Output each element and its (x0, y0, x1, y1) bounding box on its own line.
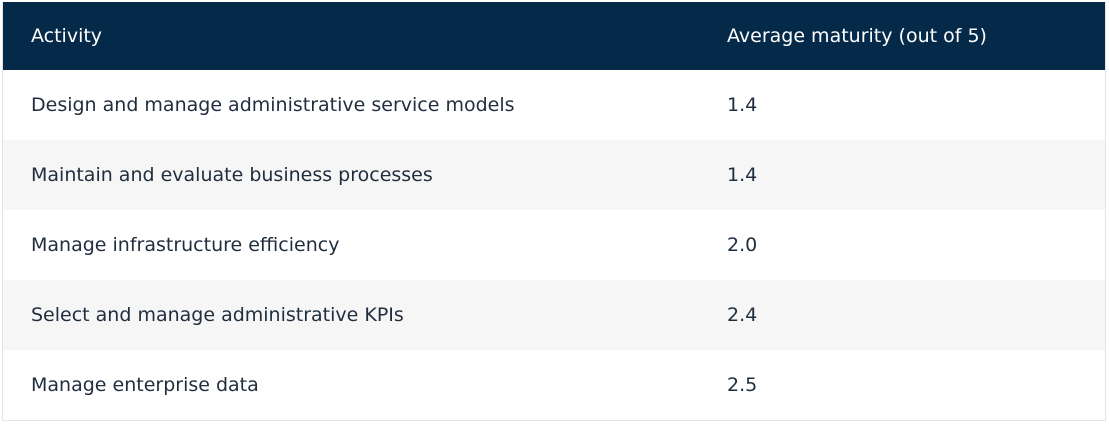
cell-activity: Manage enterprise data (31, 374, 259, 396)
cell-maturity: 1.4 (727, 164, 758, 186)
header-activity: Activity (31, 25, 103, 47)
table-header-row: Activity Average maturity (out of 5) (3, 2, 1105, 70)
table-row: Select and manage administrative KPIs 2.… (3, 280, 1105, 350)
cell-activity: Maintain and evaluate business processes (31, 164, 433, 186)
cell-activity: Select and manage administrative KPIs (31, 304, 404, 326)
table-row: Design and manage administrative service… (3, 70, 1105, 140)
maturity-table: Activity Average maturity (out of 5) Des… (3, 2, 1105, 420)
header-maturity: Average maturity (out of 5) (727, 25, 987, 47)
cell-maturity: 2.4 (727, 304, 758, 326)
cell-maturity: 1.4 (727, 94, 758, 116)
table-row: Manage enterprise data 2.5 (3, 350, 1105, 420)
cell-maturity: 2.0 (727, 234, 758, 256)
table-body: Design and manage administrative service… (3, 70, 1105, 420)
cell-maturity: 2.5 (727, 374, 758, 396)
cell-activity: Design and manage administrative service… (31, 94, 515, 116)
table-row: Manage infrastructure efficiency 2.0 (3, 210, 1105, 280)
cell-activity: Manage infrastructure efficiency (31, 234, 340, 256)
table-row: Maintain and evaluate business processes… (3, 140, 1105, 210)
table-header: Activity Average maturity (out of 5) (3, 2, 1105, 70)
